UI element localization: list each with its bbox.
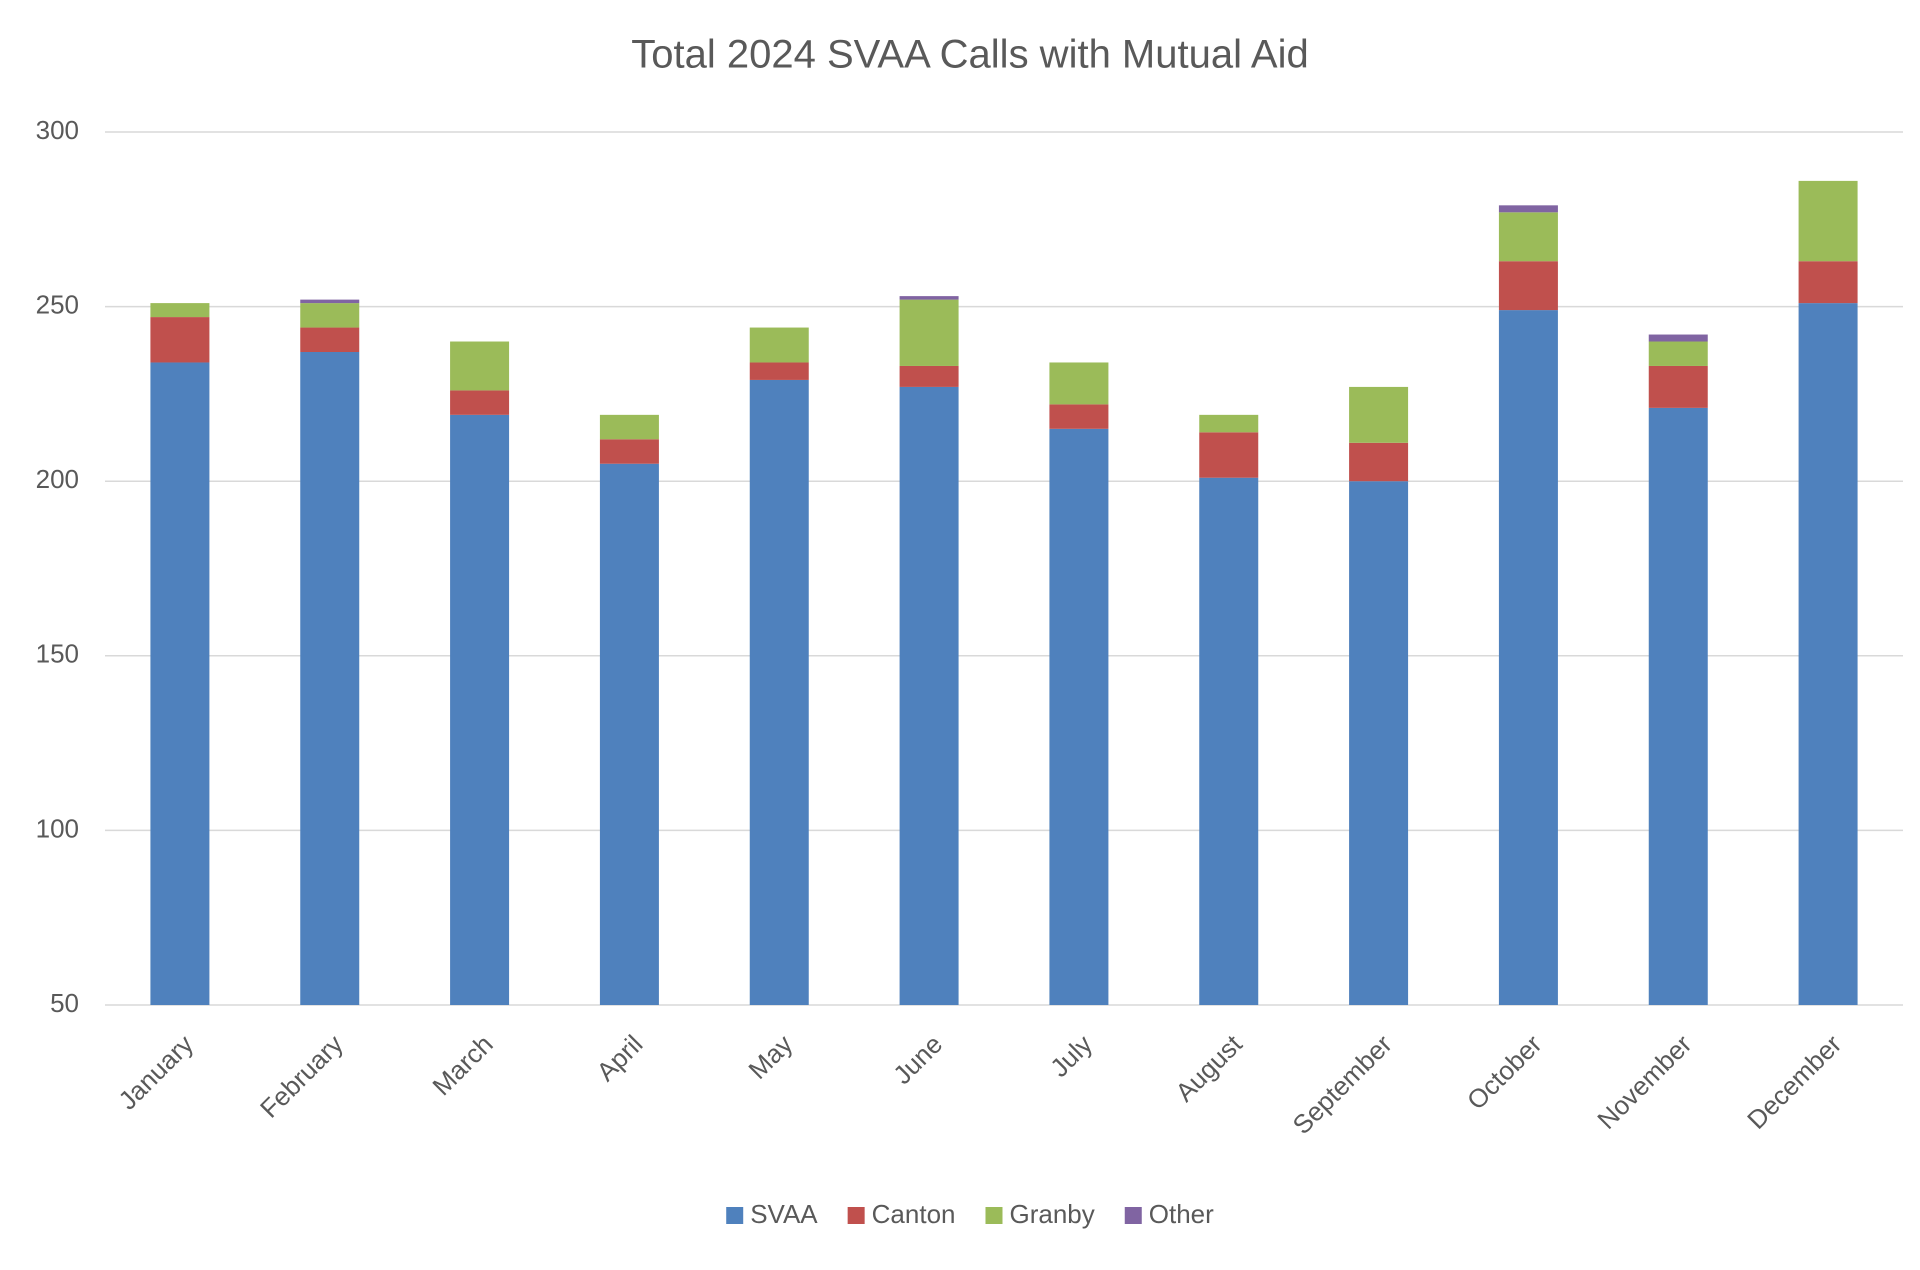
bar-segment (300, 303, 360, 328)
x-tick-label: June (887, 1029, 948, 1090)
y-tick-label: 250 (36, 289, 79, 319)
y-tick-label: 50 (50, 988, 79, 1018)
bar-segment (300, 299, 360, 304)
x-tick-label: July (1044, 1029, 1098, 1083)
y-tick-label: 150 (36, 639, 79, 669)
x-tick-label: May (742, 1029, 798, 1085)
bar-segment (1648, 341, 1708, 366)
legend-item: SVAA (726, 1199, 818, 1229)
legend-label: SVAA (750, 1199, 818, 1229)
legend-item: Canton (847, 1199, 956, 1229)
bar-segment (1349, 386, 1409, 443)
x-tick-label: November (1591, 1029, 1697, 1135)
bar-segment (899, 296, 959, 300)
bar-segment (1049, 362, 1109, 405)
bar-segment (1498, 212, 1558, 262)
grid (105, 131, 1903, 1006)
bar-segment (150, 362, 210, 1005)
chart-title: Total 2024 SVAA Calls with Mutual Aid (631, 33, 1308, 77)
bar-segment (1049, 404, 1109, 429)
bar-segment (1648, 365, 1708, 408)
x-tick-label: December (1741, 1029, 1847, 1135)
bar-segment (450, 414, 510, 1005)
legend-swatch (985, 1207, 1003, 1224)
bar-segment (1349, 442, 1409, 482)
legend-item: Other (1124, 1199, 1214, 1229)
legend-swatch (726, 1207, 744, 1224)
bar-segment (749, 379, 809, 1005)
bar-segment (1498, 261, 1558, 311)
y-tick-label: 300 (36, 115, 79, 145)
x-tick-label: September (1287, 1029, 1398, 1140)
legend-label: Other (1149, 1199, 1214, 1229)
bar-segment (150, 317, 210, 363)
x-tick-label: February (254, 1029, 349, 1124)
bar-segment (899, 365, 959, 387)
bar-segment (749, 327, 809, 363)
bar-segment (1199, 414, 1259, 433)
legend-item: Granby (985, 1199, 1095, 1229)
x-tick-label: August (1169, 1028, 1248, 1107)
bar-segment (1798, 180, 1858, 262)
bar-segment (899, 386, 959, 1005)
bar-segment (1798, 303, 1858, 1005)
bar-segment (599, 463, 659, 1005)
bar-segment (599, 414, 659, 440)
x-tick-label: March (426, 1029, 498, 1101)
bar-segment (1199, 477, 1259, 1005)
bar-segment (749, 362, 809, 380)
bar-segment (1498, 205, 1558, 213)
bar-segment (1648, 407, 1708, 1005)
x-tick-label: April (591, 1029, 649, 1087)
bar-segment (1049, 428, 1109, 1005)
x-tick-label: January (112, 1029, 199, 1116)
legend-label: Granby (1009, 1199, 1094, 1229)
legend-swatch (847, 1207, 865, 1224)
bar-segment (1648, 334, 1708, 342)
legend-label: Canton (872, 1199, 956, 1229)
legend-swatch (1124, 1207, 1142, 1224)
y-tick-label: 100 (36, 813, 79, 843)
bar-segment (1199, 432, 1259, 478)
legend: SVAA Canton Granby Other (726, 1199, 1214, 1229)
bars (150, 180, 1858, 1006)
bar-segment (1798, 261, 1858, 304)
bar-segment (599, 439, 659, 464)
bar-segment (450, 341, 510, 391)
bar-segment (300, 351, 360, 1006)
y-tick-label: 200 (36, 464, 79, 494)
x-tick-label: October (1461, 1029, 1548, 1116)
bar-segment (1498, 310, 1558, 1005)
bar-segment (899, 299, 959, 366)
bar-segment (150, 303, 210, 318)
bar-segment (300, 327, 360, 352)
bar-segment (1349, 481, 1409, 1005)
bar-segment (450, 390, 510, 415)
